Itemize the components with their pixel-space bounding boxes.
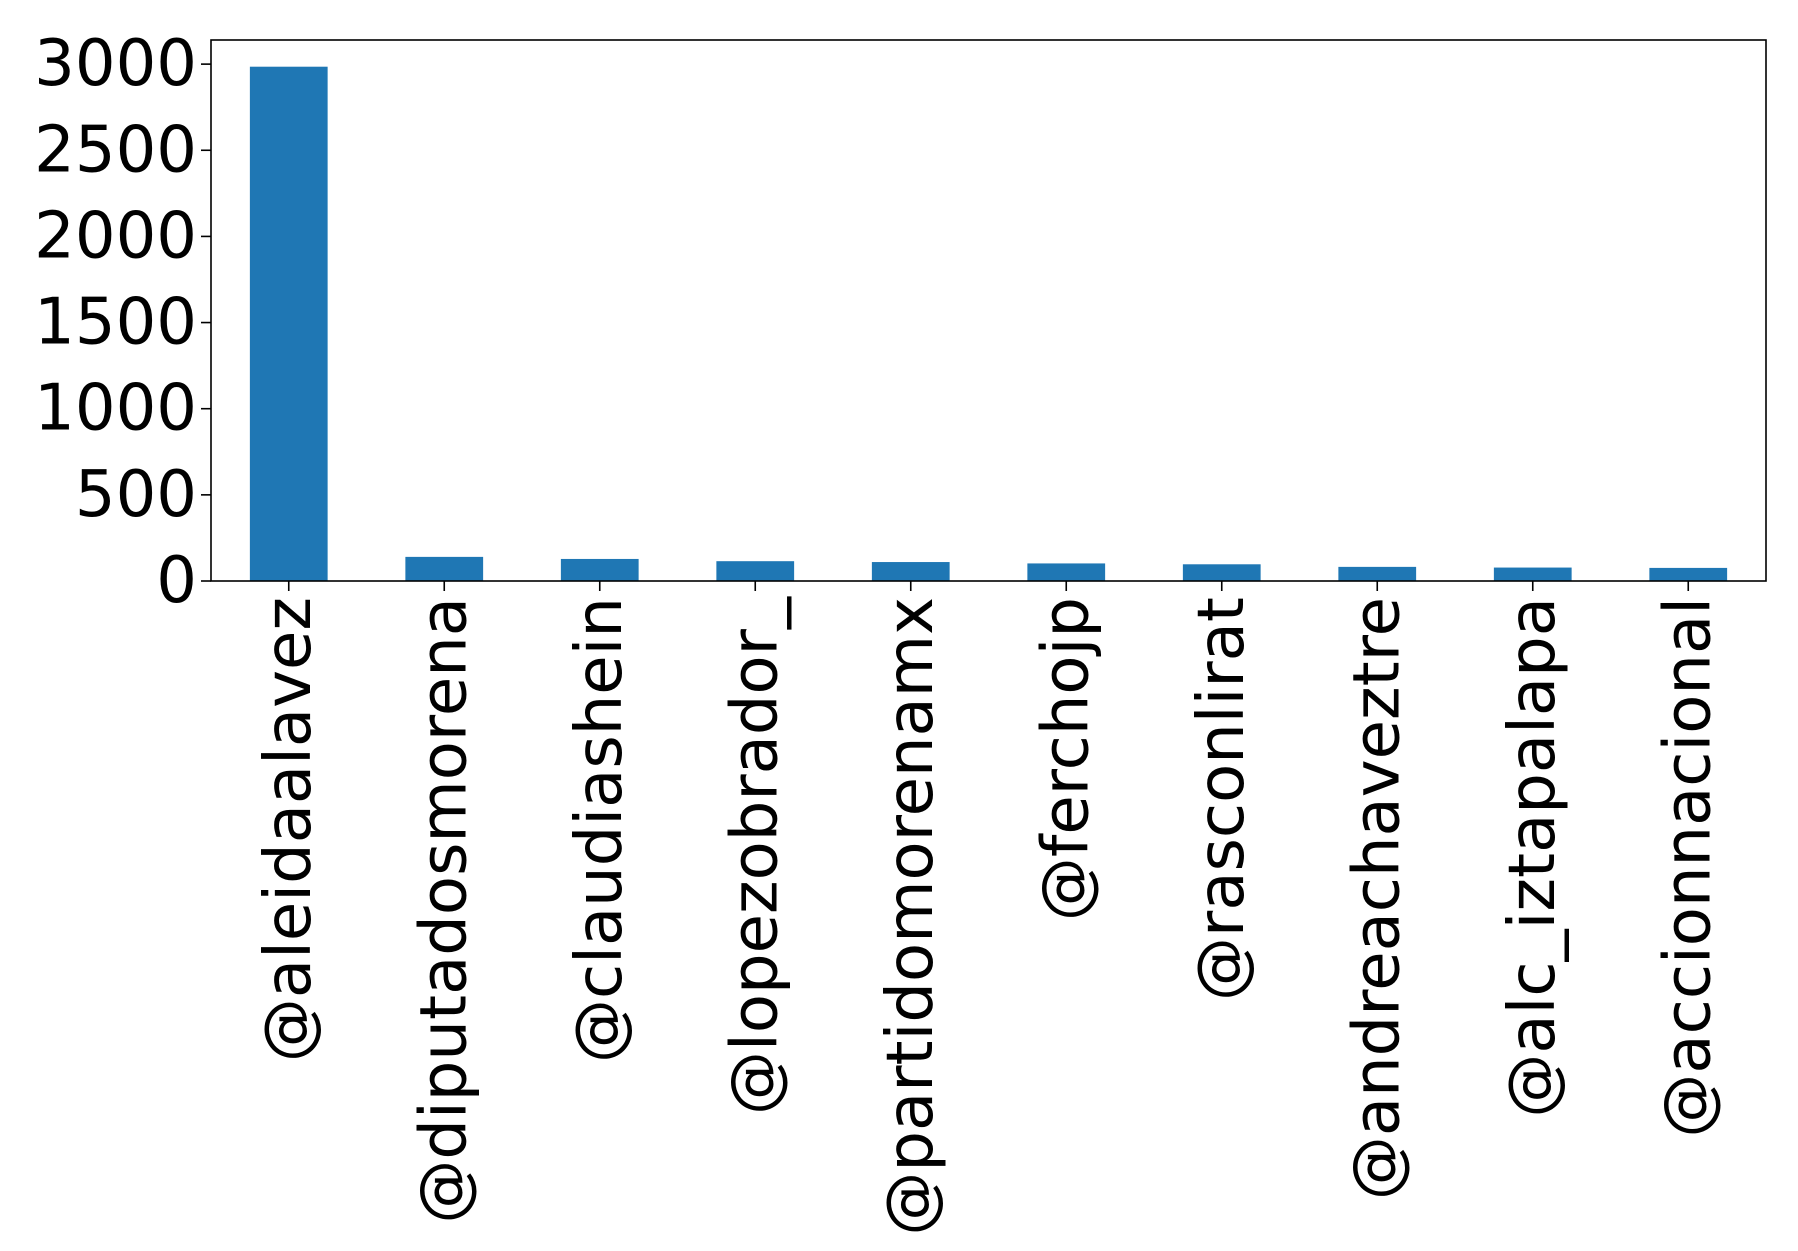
- x-tick-label: @claudiashein: [563, 597, 637, 1063]
- y-tick-label: 2500: [34, 113, 197, 187]
- bar-andreachaveztre: [1338, 566, 1417, 581]
- x-tick-label: @alc_iztapalapa: [1496, 597, 1570, 1118]
- y-tick-label: 0: [156, 544, 197, 618]
- x-tick-label: @lopezobrador_: [718, 596, 792, 1115]
- y-tick-label: 3000: [34, 27, 197, 101]
- x-tick-label: @ferchojp: [1029, 597, 1103, 921]
- y-tick-label: 1000: [34, 372, 197, 446]
- x-tick-label: @partidomorenamx: [874, 597, 948, 1236]
- bar-alc-iztapalapa: [1493, 567, 1572, 581]
- y-tick-label: 1500: [34, 286, 197, 360]
- bar-lopezobrador: [716, 561, 795, 581]
- x-tick-label: @diputadosmorena: [407, 597, 481, 1224]
- y-tick-label: 500: [75, 458, 197, 532]
- bar-aleidaalavez: [249, 66, 328, 581]
- plot-area-frame: [210, 39, 1767, 582]
- bar-partidomorenamx: [871, 562, 950, 581]
- bar-accionnacional: [1649, 567, 1728, 581]
- bars: [249, 66, 1728, 581]
- x-tick-label: @rasconlirat: [1185, 597, 1259, 1001]
- bar-claudiashein: [560, 558, 639, 581]
- x-tick-label: @aleidaalavez: [252, 597, 326, 1062]
- x-tick-label: @andreachaveztre: [1340, 597, 1414, 1200]
- x-tick-label: @accionnacional: [1651, 597, 1725, 1138]
- y-axis: 0 500 1000 1500 2000 2500 3000: [34, 27, 211, 618]
- bar-diputadosmorena: [405, 556, 484, 581]
- y-tick-label: 2000: [34, 199, 197, 273]
- x-axis: @aleidaalavez @diputadosmorena @claudiashe…: [252, 581, 1725, 1236]
- bar-ferchojp: [1027, 563, 1106, 581]
- bar-rasconlirat: [1182, 564, 1261, 581]
